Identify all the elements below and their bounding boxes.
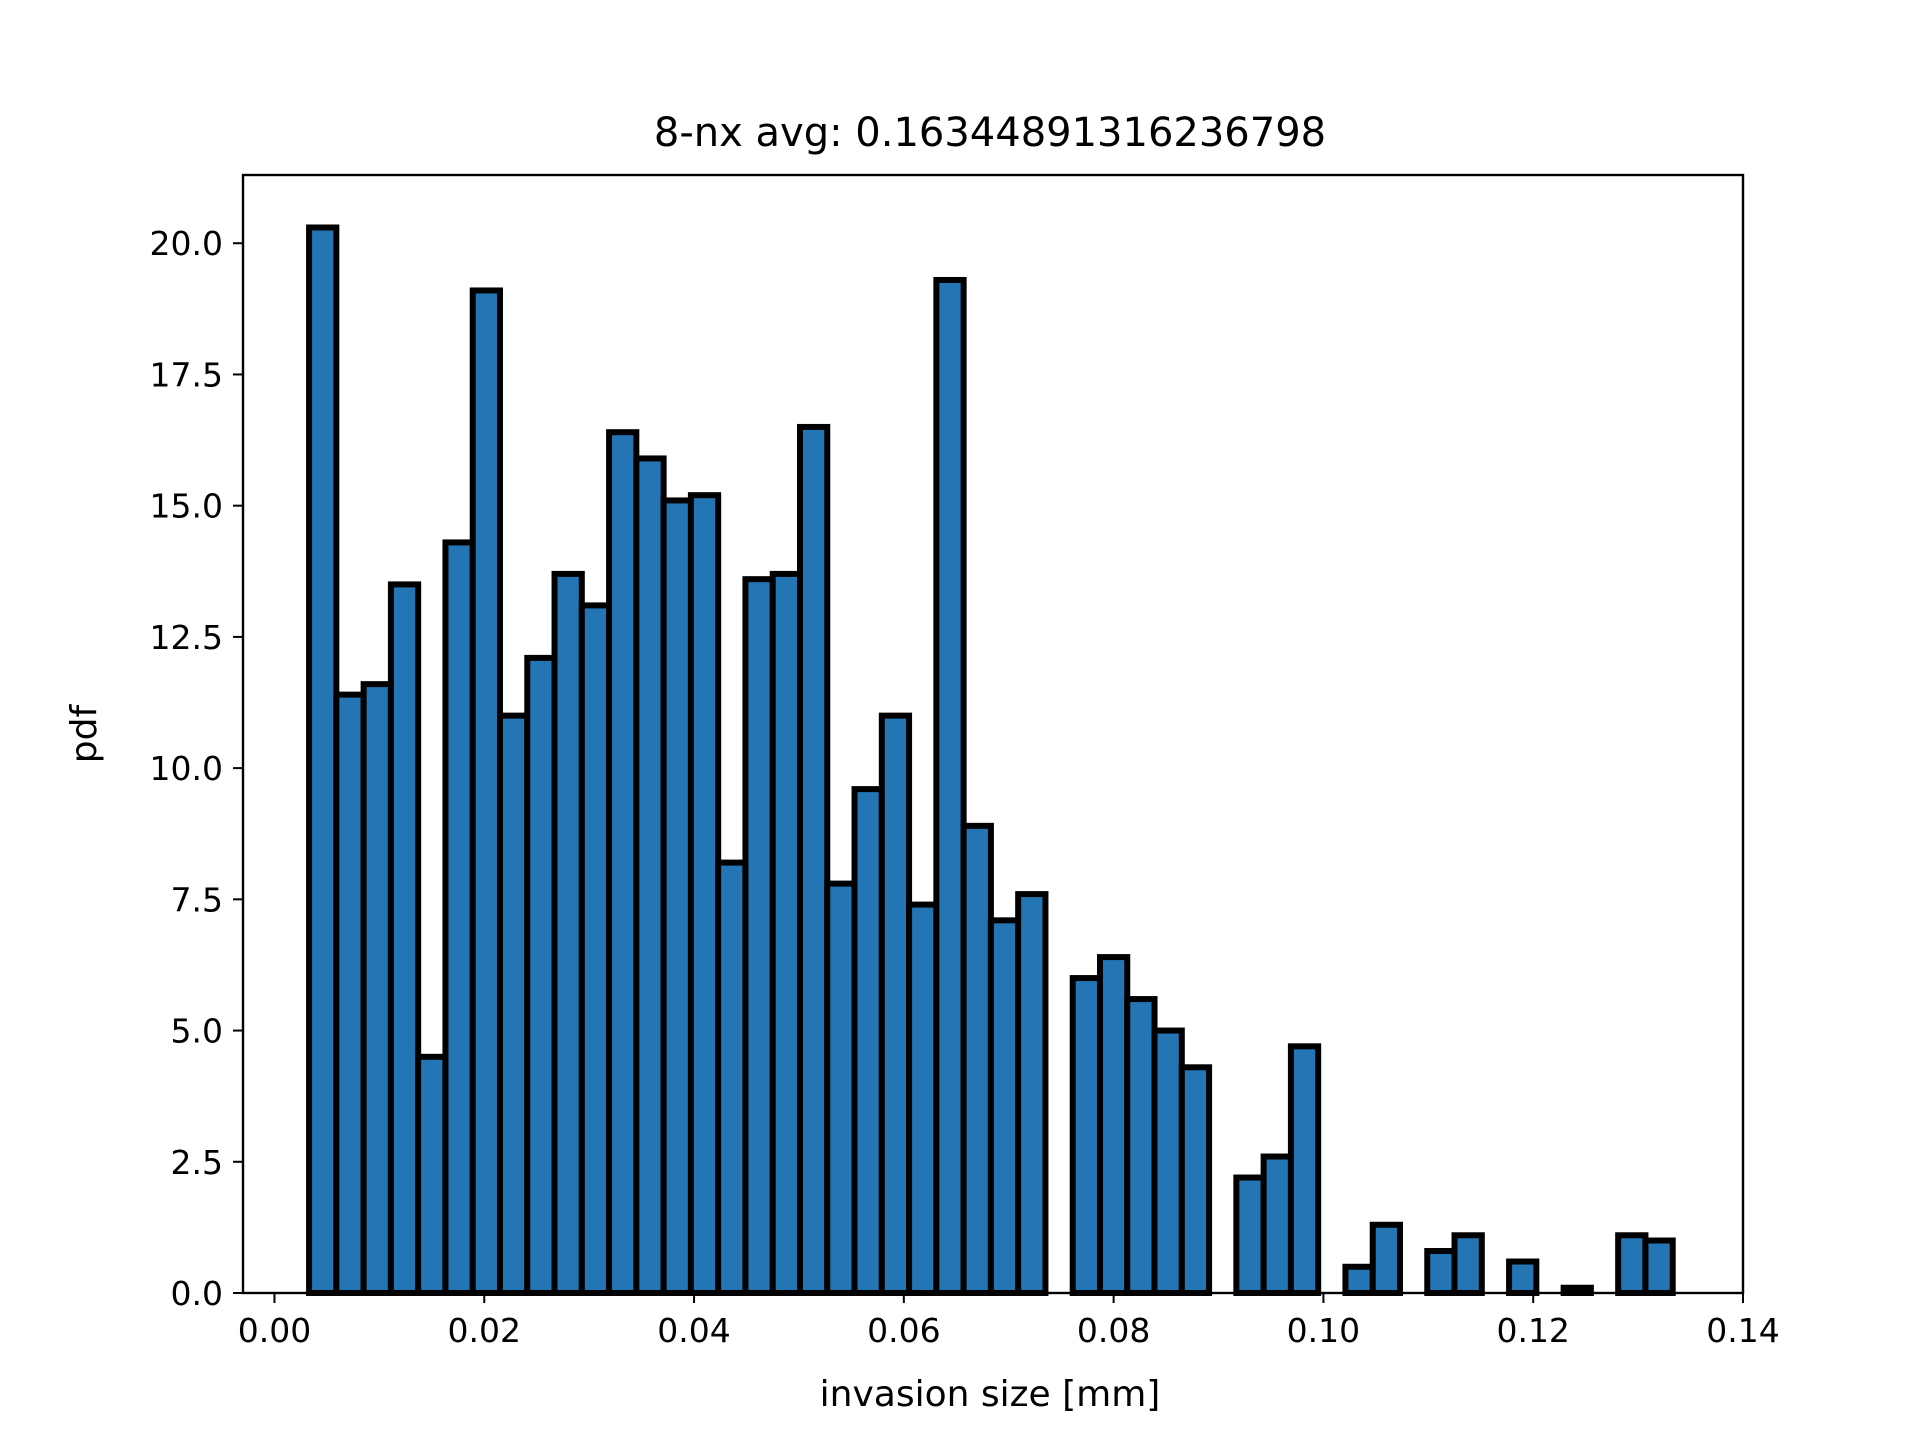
histogram-bar [960,822,994,1296]
x-tick-label: 0.00 [238,1311,311,1350]
y-tick-label: 15.0 [150,487,223,526]
histogram-bar [851,786,885,1296]
histogram-bar [496,712,531,1296]
histogram-bar [1233,1174,1267,1297]
histogram-bar [878,712,913,1296]
histogram-bar [551,570,585,1296]
x-tick-label: 0.06 [867,1311,940,1350]
histogram-bar [715,859,749,1296]
histogram-bar [796,423,831,1296]
bars-layer [306,224,1676,1297]
histogram-bar [987,917,1022,1297]
x-tick-label: 0.14 [1706,1311,1779,1350]
histogram-bar [524,654,558,1296]
histogram-bar [442,539,476,1296]
histogram-bar [469,287,503,1297]
histogram-bar [1069,975,1103,1296]
y-tick-label: 2.5 [171,1143,223,1182]
histogram-bar [1015,891,1049,1297]
y-tick-label: 7.5 [171,880,223,919]
x-axis-label: invasion size [mm] [820,1374,1161,1415]
x-tick-label: 0.02 [448,1311,521,1350]
histogram-bar [824,880,858,1297]
y-tick-label: 12.5 [150,618,223,657]
histogram-bar [1642,1237,1676,1297]
y-tick-label: 17.5 [150,355,223,394]
x-tick-label: 0.12 [1496,1311,1569,1350]
histogram-bar [1369,1221,1403,1297]
y-tick-label: 20.0 [150,224,223,263]
x-tick-label: 0.04 [657,1311,730,1350]
histogram-bar [1424,1248,1458,1297]
histogram-bar [769,570,803,1296]
histogram-bar [306,224,340,1297]
y-tick-label: 0.0 [171,1274,223,1313]
histogram-bar [387,581,422,1296]
histogram-bar [906,901,940,1297]
histogram-bar [578,602,613,1296]
axes-frame [241,173,1745,1295]
y-axis-label: pdf [64,703,105,763]
histogram-bar [1451,1232,1485,1297]
histogram-bar [606,429,640,1296]
histogram-bar [1124,996,1158,1296]
histogram-bar [1178,1064,1213,1297]
histogram-bar [1151,1027,1185,1297]
histogram-bar [1260,1153,1294,1297]
histogram-bar [1506,1258,1540,1297]
histogram-bar [660,497,694,1296]
y-tick-label: 10.0 [150,749,223,788]
histogram-bar [333,691,367,1296]
x-axis-ticks: 0.00 0.02 0.04 0.06 0.08 0.10 0.12 0.14 [238,1293,1780,1350]
y-tick-label: 5.0 [171,1012,223,1051]
chart-title: 8-nx avg: 0.16344891316236798 [654,110,1326,156]
x-tick-label: 0.08 [1077,1311,1150,1350]
histogram-bar [415,1053,449,1297]
histogram-bar [633,455,667,1296]
histogram-bar [933,276,967,1297]
histogram-bar [687,492,722,1296]
y-axis-ticks: 0.0 2.5 5.0 7.5 10.0 12.5 15.0 17.5 20.0 [150,224,243,1313]
histogram-bar [742,576,776,1296]
histogram-bar [1096,954,1131,1297]
histogram-bar [1287,1043,1322,1297]
histogram-bar [360,681,394,1296]
histogram-bar [1342,1263,1376,1297]
x-tick-label: 0.10 [1287,1311,1360,1350]
histogram-bar [1615,1232,1649,1297]
